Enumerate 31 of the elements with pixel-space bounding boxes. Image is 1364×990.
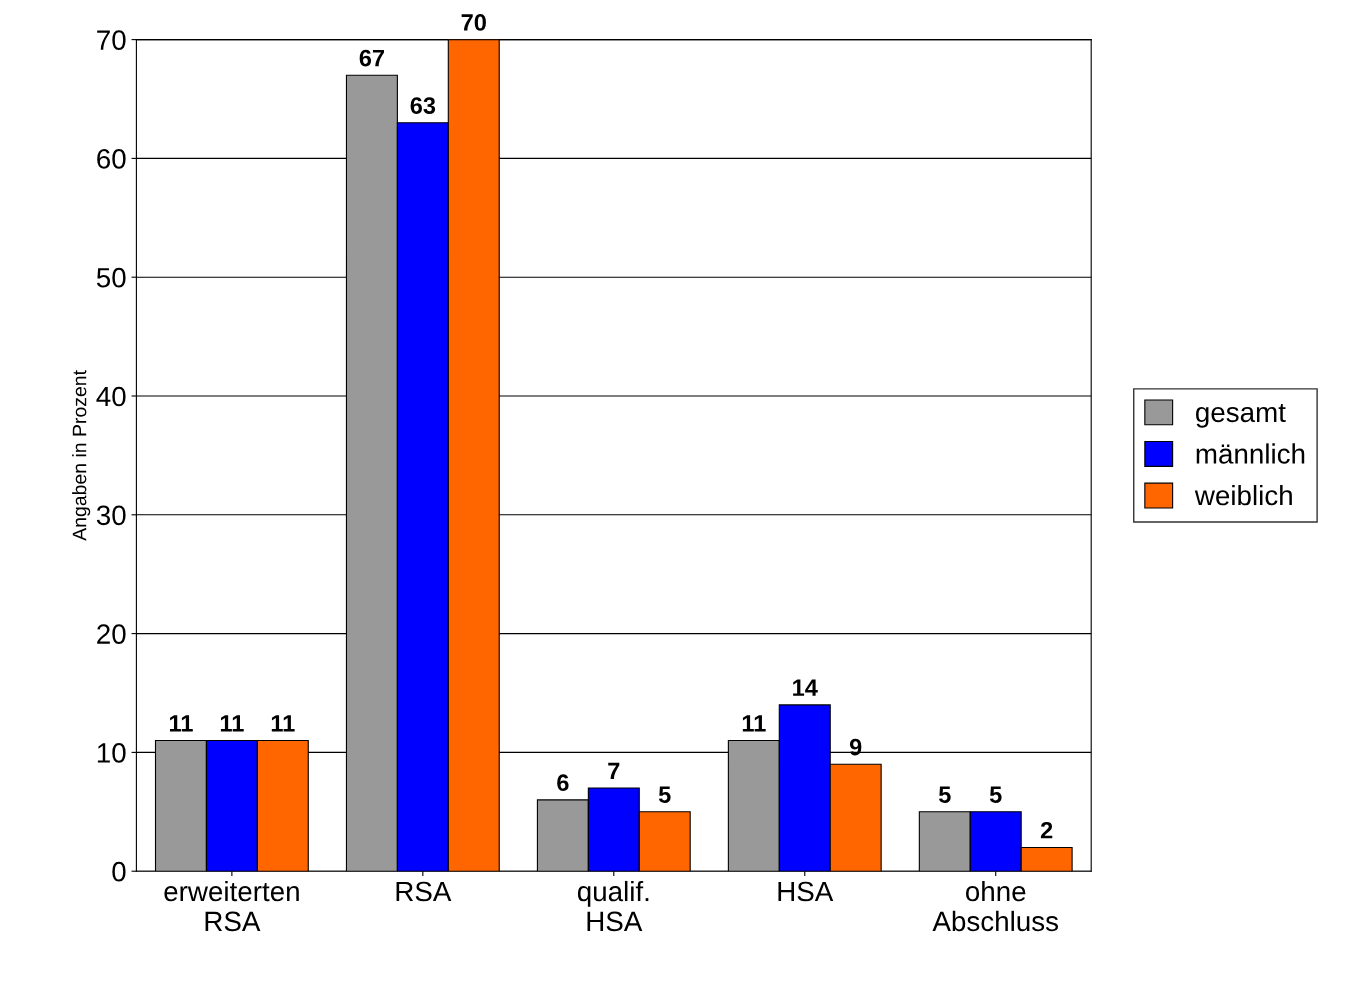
x-tick-label: erweiterten RSA [164,880,299,932]
data-label: 11 [742,715,766,732]
data-label: 6 [557,774,569,792]
data-label: 5 [989,786,1002,803]
legend-label: gesamt [1196,403,1286,428]
data-label: 70 [461,14,486,31]
data-label: 7 [608,762,620,779]
data-label: 2 [1040,821,1053,839]
x-tick-label: HSA [778,881,834,902]
x-tick-label: qualif. HSA [577,880,649,932]
data-label: 11 [220,715,244,732]
data-label: 14 [793,679,818,696]
data-label: 63 [410,97,436,114]
data-label: 5 [938,786,951,803]
y-tick-label: 10 [97,743,126,763]
y-tick-label: 40 [96,386,126,407]
y-tick-label: 30 [96,505,126,526]
y-tick-label: 50 [96,267,126,288]
y-tick-label: 60 [97,149,126,169]
y-tick-label: 20 [97,624,126,644]
data-label: 11 [169,715,193,732]
x-tick-label: ohne Abschluss [932,880,1059,932]
y-tick-label: 0 [112,861,126,882]
data-label: 5 [658,786,671,803]
legend-label: weiblich [1194,484,1292,506]
y-tick-label: 70 [97,30,126,50]
legend-label: männlich [1196,443,1305,464]
y-axis-title: Angaben in Prozent [72,370,91,541]
x-tick-label: RSA [396,881,452,902]
data-label: 11 [271,715,295,732]
data-label: 67 [359,49,385,67]
